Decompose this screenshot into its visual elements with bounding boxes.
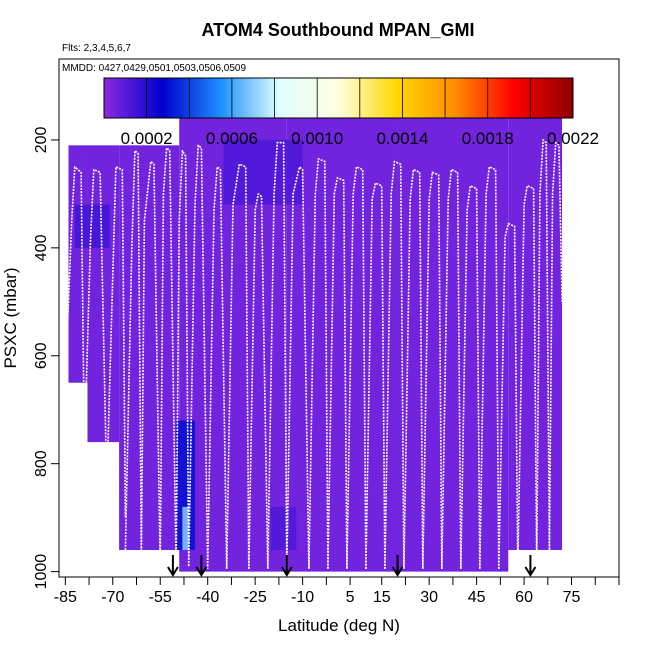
curtain-layer bbox=[68, 118, 563, 572]
flight-profile bbox=[267, 141, 288, 569]
flight-profile bbox=[548, 141, 563, 551]
colorbar-tick-label: 0.0014 bbox=[376, 129, 428, 148]
x-tick-label: 60 bbox=[515, 589, 533, 606]
flight-profile bbox=[286, 166, 310, 569]
x-tick-label: -70 bbox=[101, 589, 124, 606]
arrow-layer bbox=[167, 555, 537, 577]
y-axis-title: PSXC (mbar) bbox=[1, 267, 20, 368]
colorbar bbox=[103, 77, 574, 119]
enhanced-region bbox=[270, 506, 297, 551]
arrow-marker bbox=[195, 555, 208, 577]
dates-note: MMDD: 0427,0429,0501,0503,0506,0509 bbox=[62, 63, 246, 74]
x-tick-label: -85 bbox=[54, 589, 77, 606]
colorbar-tick-label: 0.0002 bbox=[121, 129, 173, 148]
x-tick-label: 45 bbox=[468, 589, 486, 606]
flight-profile bbox=[175, 149, 190, 572]
flights-note: Flts: 2,3,4,5,6,7 bbox=[62, 43, 131, 54]
flight-profile bbox=[422, 171, 443, 569]
colorbar-tick-label: 0.0006 bbox=[206, 129, 258, 148]
flight-profile bbox=[498, 222, 519, 569]
curtain-segment bbox=[397, 118, 509, 572]
flight-profile bbox=[441, 168, 462, 569]
flight-profile bbox=[64, 166, 86, 437]
x-tick-label: 15 bbox=[373, 589, 391, 606]
x-axis-title: Latitude (deg N) bbox=[278, 616, 400, 635]
flight-profile bbox=[517, 185, 538, 569]
x-tick-label: -10 bbox=[291, 589, 314, 606]
flight-profile bbox=[248, 193, 269, 569]
x-tick-label: -40 bbox=[196, 589, 219, 606]
x-tick-label: -55 bbox=[149, 589, 172, 606]
x-tick-label: -25 bbox=[244, 589, 267, 606]
colorbar-tick-label: 0.0010 bbox=[291, 129, 343, 148]
flight-profile bbox=[206, 166, 228, 569]
flight-profile bbox=[384, 160, 405, 569]
curtain-segment bbox=[68, 145, 88, 383]
y-tick-label: 200 bbox=[33, 126, 50, 153]
chart-title: ATOM4 Southbound MPAN_GMI bbox=[202, 20, 475, 40]
arrow-marker bbox=[167, 555, 179, 577]
y-tick-label: 800 bbox=[33, 450, 50, 477]
arrow-marker bbox=[391, 555, 404, 577]
x-tick-label: 75 bbox=[563, 589, 581, 606]
flight-profile bbox=[159, 147, 177, 567]
flight-profile bbox=[479, 166, 500, 569]
y-tick-label: 400 bbox=[33, 234, 50, 261]
flight-profile bbox=[105, 166, 127, 518]
y-tick-label: 1000 bbox=[33, 554, 50, 590]
colorbar-tick-layer: 0.0002 0.0006 0.0010 0.0014 0.0018 0.0022 bbox=[121, 78, 599, 148]
x-tick-label: 5 bbox=[346, 589, 355, 606]
flight-profile bbox=[535, 139, 551, 567]
curtain-segment bbox=[87, 145, 120, 443]
flight-profile bbox=[140, 160, 161, 567]
flight-profile-layer bbox=[64, 139, 563, 572]
y-tick-label: 600 bbox=[33, 342, 50, 369]
x-tick-label: 30 bbox=[420, 589, 438, 606]
flight-profile bbox=[308, 158, 329, 569]
colorbar-tick-label: 0.0018 bbox=[462, 129, 514, 148]
flight-profile bbox=[83, 168, 108, 475]
enhanced-region bbox=[223, 139, 303, 205]
flight-profile bbox=[124, 149, 143, 551]
flight-profile bbox=[187, 144, 209, 569]
flight-profile bbox=[403, 168, 424, 569]
flight-profile bbox=[365, 182, 386, 569]
x-axis: -85 -70 -55 -40 -25 -10 5 15 30 45 60 75 bbox=[54, 577, 620, 606]
enhanced-region bbox=[182, 506, 189, 551]
flight-profile bbox=[346, 166, 367, 569]
flight-profile bbox=[327, 176, 348, 569]
flight-profile bbox=[460, 185, 481, 569]
curtain-segment bbox=[286, 118, 398, 572]
arrow-marker bbox=[524, 555, 537, 577]
plot-frame bbox=[58, 58, 620, 578]
colorbar-tick-label: 0.0022 bbox=[547, 129, 599, 148]
arrow-marker bbox=[280, 555, 293, 577]
y-axis: 200 400 600 800 1000 bbox=[33, 126, 59, 589]
